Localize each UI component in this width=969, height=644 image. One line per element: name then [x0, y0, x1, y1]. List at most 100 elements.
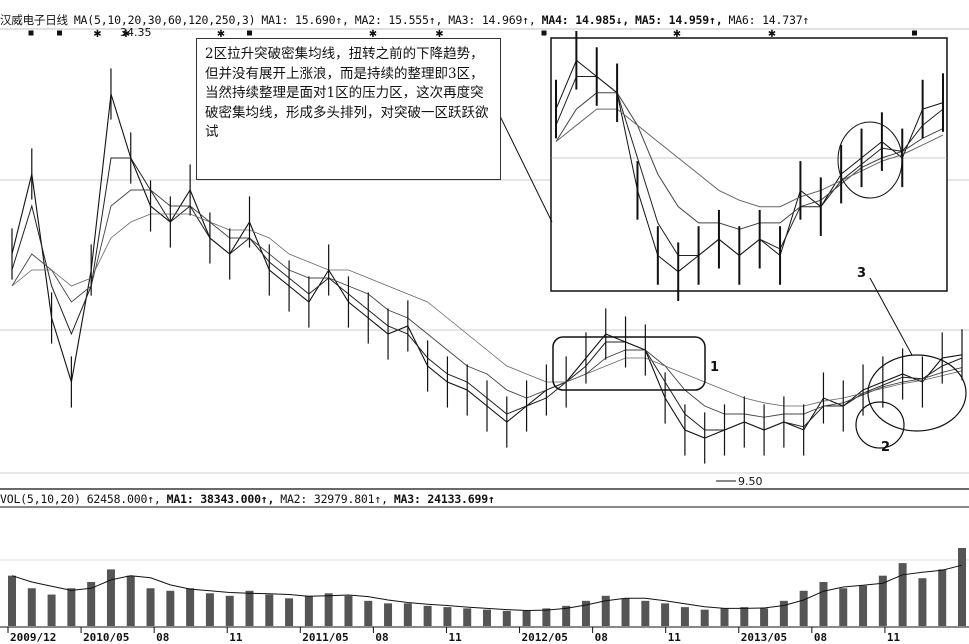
ma5-readout: MA5: 14.959↑,	[635, 13, 723, 27]
x-tick-label: 11	[668, 631, 682, 644]
volume-ma-lines	[11, 564, 963, 612]
x-tick-label: 08	[375, 631, 388, 644]
inset-series-line	[555, 92, 944, 230]
volume-bar	[265, 594, 274, 626]
volume-bar	[205, 593, 214, 626]
volume-bar	[522, 610, 531, 626]
volume-header: VOL(5,10,20) 62458.000↑, MA1: 38343.000↑, M…	[0, 492, 501, 506]
zone3-ellipse	[867, 354, 967, 432]
x-tick-label: 08	[595, 631, 608, 644]
high-label: 34.35	[120, 26, 152, 39]
volume-bar	[918, 578, 927, 626]
volume-bar	[601, 595, 610, 626]
volume-bars	[8, 548, 966, 626]
low-label: 9.50	[738, 475, 763, 488]
vol-ma1-readout: MA1: 38343.000↑,	[166, 492, 275, 506]
volume-bar	[443, 607, 452, 626]
inset-zoom	[550, 30, 948, 302]
ma6-readout: MA6: 14.737↑	[728, 13, 810, 27]
price-header: 汉威电子日线 MA(5,10,20,30,60,120,250,3) MA1: 15…	[0, 12, 815, 28]
ma4-readout: MA4: 14.985↓,	[541, 13, 630, 27]
zone2-label: 2	[881, 440, 891, 455]
volume-bar	[8, 575, 16, 626]
volume-bar	[403, 603, 412, 626]
event-marker: ✱	[369, 29, 377, 40]
ma2-readout: MA2: 15.555↑,	[354, 13, 443, 27]
zone3-label: 3	[857, 266, 867, 281]
event-marker	[541, 30, 547, 36]
volume-bar	[463, 608, 472, 626]
vol-spec: VOL(5,10,20)	[0, 492, 81, 506]
volume-bar	[47, 594, 56, 626]
volume-bar	[285, 598, 294, 626]
event-marker	[57, 30, 62, 36]
zone1-box	[552, 336, 706, 391]
x-tick-label: 2012/05	[522, 631, 568, 644]
volume-bar	[700, 609, 709, 626]
volume-bar	[344, 595, 353, 626]
volume-bar	[166, 590, 175, 626]
volume-bar	[483, 609, 491, 626]
price-series-group	[11, 68, 963, 464]
annotation-callout: 2区拉升突破密集均线，扭转之前的下降趋势，但并没有展开上涨浪，而是持续的整理即3…	[196, 38, 501, 180]
inset-series-line	[555, 76, 944, 257]
volume-ma-line	[11, 564, 963, 612]
volume-bar	[799, 590, 808, 626]
x-tick-label: 2009/12	[10, 631, 56, 644]
volume-bar	[839, 588, 848, 626]
inset-frame	[550, 37, 948, 292]
x-axis-ticks: 2009/12 2010/05 08 11 2011/05 08 11 2012/05 08 11…	[7, 627, 901, 644]
volume-bar	[27, 588, 36, 626]
volume-bar	[581, 600, 590, 626]
event-marker: ✱	[435, 29, 443, 40]
zone2-ellipse	[855, 401, 905, 449]
volume-bar	[502, 610, 511, 626]
volume-bar	[384, 603, 393, 626]
volume-bar	[186, 588, 195, 626]
price-panel: ✱ ✱ ✱ ✱ ✱ ✱ ✱	[0, 28, 969, 628]
volume-bar	[304, 595, 313, 626]
volume-bar	[740, 607, 749, 626]
volume-bar	[126, 575, 135, 626]
event-marker	[247, 30, 252, 36]
event-marker: ✱	[93, 29, 101, 40]
volume-bar	[562, 605, 571, 626]
chart-title: 汉威电子日线	[0, 13, 68, 27]
x-tick-label: 11	[229, 631, 243, 644]
event-marker: ✱	[673, 29, 681, 40]
volume-bar	[938, 569, 947, 626]
volume-bar	[146, 588, 155, 626]
volume-bar	[898, 563, 907, 626]
x-tick-label: 08	[156, 631, 169, 644]
volume-bar	[542, 608, 551, 626]
vol-ma2-readout: MA2: 32979.801↑,	[280, 492, 388, 506]
volume-bar	[680, 607, 689, 626]
volume-bar	[621, 598, 630, 626]
volume-bar	[819, 581, 828, 626]
volume-bar	[779, 600, 788, 626]
volume-bar	[87, 581, 96, 626]
inset-leader	[869, 277, 913, 356]
volume-bar	[720, 608, 729, 626]
volume-bar	[67, 588, 76, 626]
x-tick-label: 2011/05	[302, 631, 348, 644]
vol-ma3-readout: MA3: 24133.699↑	[393, 492, 495, 506]
zone-annotations	[499, 115, 967, 482]
x-tick-label: 11	[448, 631, 462, 644]
x-tick-label: 08	[814, 631, 827, 644]
ma-spec: MA(5,10,20,30,60,120,250,3)	[73, 13, 256, 27]
event-marker	[912, 30, 917, 36]
ma3-readout: MA3: 14.969↑,	[448, 13, 536, 27]
volume-bar	[324, 593, 333, 626]
volume-bar	[878, 575, 887, 626]
event-marker: ✱	[122, 29, 130, 40]
event-marker	[28, 30, 34, 36]
volume-bar	[106, 569, 115, 626]
volume-bar	[245, 590, 254, 626]
volume-bar	[760, 608, 769, 626]
inset-series-group	[555, 30, 944, 302]
x-tick-label: 2013/05	[741, 631, 787, 644]
event-marker: ✱	[217, 29, 225, 40]
zone1-label: 1	[710, 360, 720, 375]
